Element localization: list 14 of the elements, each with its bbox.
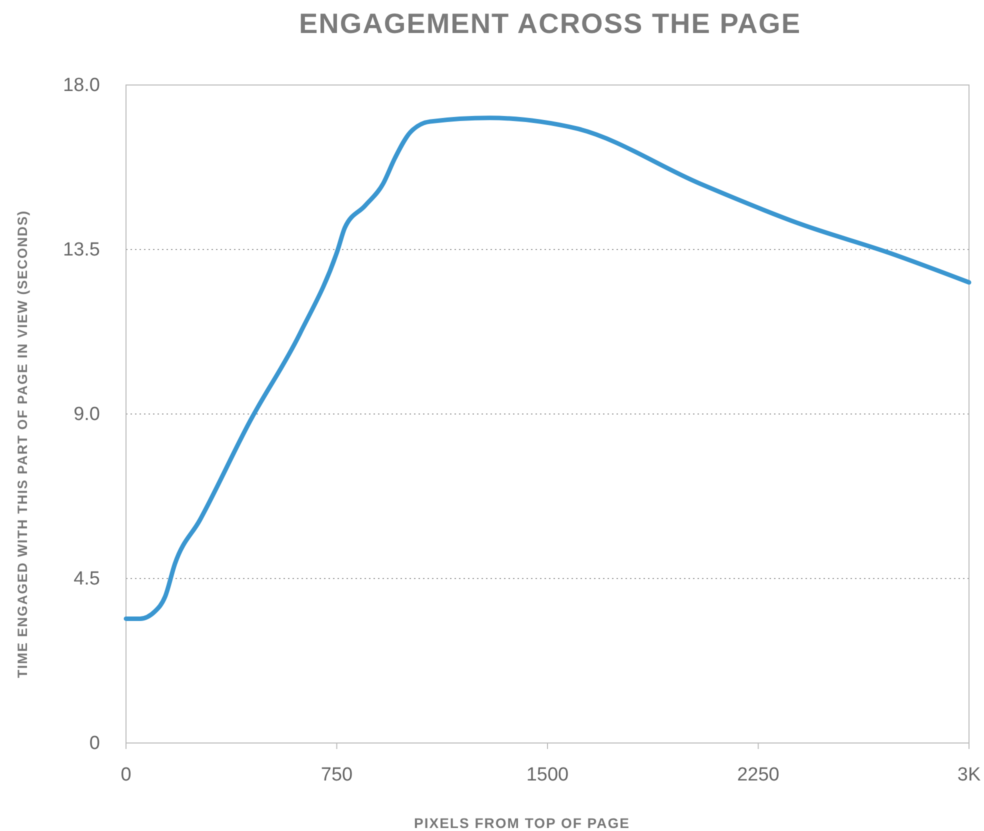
y-tick-label: 0 [89, 733, 100, 754]
x-axis-title: PIXELS FROM TOP OF PAGE [414, 815, 630, 831]
y-axis-title: TIME ENGAGED WITH THIS PART OF PAGE IN VIEW (SECONDS) [15, 210, 30, 678]
chart-title: ENGAGEMENT ACROSS THE PAGE [298, 8, 802, 39]
x-tick-label: 1500 [526, 764, 569, 786]
y-tick-label: 18.0 [63, 75, 100, 96]
x-tick-label: 3K [957, 764, 981, 786]
y-tick-label: 4.5 [74, 568, 100, 590]
x-tick-label: 0 [120, 764, 132, 786]
y-tick-label: 13.5 [63, 240, 100, 261]
y-tick-label: 9.0 [74, 404, 100, 426]
line-series [124, 116, 972, 621]
x-tick-label: 2250 [737, 764, 780, 786]
x-tick-label: 750 [320, 764, 353, 786]
